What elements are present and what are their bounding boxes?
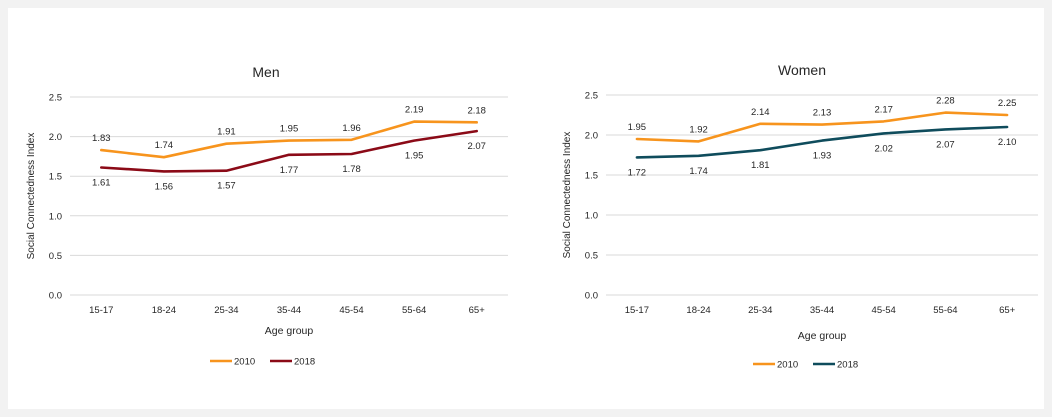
data-label: 2.25 [998, 98, 1017, 109]
series-line-2018 [635, 125, 1009, 159]
x-axis-label: Age group [798, 330, 847, 342]
data-label: 1.83 [92, 133, 111, 144]
x-tick-label: 45-54 [872, 305, 896, 316]
x-tick-label: 18-24 [152, 305, 176, 316]
data-label: 2.19 [405, 105, 424, 116]
x-tick-label: 15-17 [625, 305, 649, 316]
x-tick-label: 45-54 [339, 305, 363, 316]
x-tick-label: 25-34 [214, 305, 238, 316]
data-label: 1.95 [280, 124, 299, 135]
y-tick-label: 1.5 [49, 172, 62, 183]
y-tick-label: 2.0 [49, 132, 62, 143]
data-label: 1.93 [813, 151, 832, 162]
data-label: 1.57 [217, 181, 236, 192]
data-label: 2.28 [936, 96, 955, 107]
data-label: 1.95 [405, 151, 424, 162]
y-tick-label: 0.5 [49, 251, 62, 262]
y-tick-label: 2.5 [49, 93, 62, 104]
x-tick-label: 55-64 [402, 305, 426, 316]
data-label: 1.91 [217, 127, 236, 138]
data-label: 2.10 [998, 137, 1017, 148]
x-tick-label: 15-17 [89, 305, 113, 316]
legend-label-2010: 2010 [777, 360, 798, 371]
series-line-2010 [635, 111, 1009, 143]
data-label: 1.77 [280, 165, 299, 176]
series-line-2018 [100, 129, 479, 173]
y-axis-label: Social Connectedness Index [26, 133, 37, 260]
data-label: 2.17 [874, 104, 893, 115]
data-label: 1.56 [155, 181, 174, 192]
charts-svg: Men 0.0 0.5 1.0 1.5 2.0 2.5 15-17 18-24 25-34 35-4… [26, 62, 1038, 371]
legend-label-2018: 2018 [294, 357, 315, 368]
y-tick-label: 1.5 [585, 171, 598, 182]
legend-label-2010: 2010 [234, 357, 255, 368]
chart-title: Men [252, 64, 279, 80]
y-tick-label: 2.5 [585, 91, 598, 102]
data-label: 2.07 [936, 139, 955, 150]
data-label: 2.14 [751, 107, 770, 118]
x-axis-label: Age group [265, 325, 314, 337]
y-axis-label: Social Connectedness Index [562, 132, 573, 259]
data-label: 2.02 [874, 143, 893, 154]
data-label: 1.74 [155, 140, 174, 151]
chart-title: Women [778, 62, 826, 78]
y-tick-label: 0.5 [585, 251, 598, 262]
x-tick-label: 35-44 [277, 305, 301, 316]
x-tick-label: 35-44 [810, 305, 834, 316]
data-label: 2.18 [467, 105, 486, 116]
data-label: 1.81 [751, 160, 770, 171]
x-tick-label: 25-34 [748, 305, 772, 316]
chart-canvas: Men 0.0 0.5 1.0 1.5 2.0 2.5 15-17 18-24 25-34 35-4… [8, 8, 1044, 409]
data-label: 1.72 [628, 167, 647, 178]
y-tick-label: 0.0 [585, 291, 598, 302]
data-label: 2.13 [813, 108, 832, 119]
legend-label-2018: 2018 [837, 360, 858, 371]
data-label: 1.61 [92, 177, 111, 188]
y-tick-label: 0.0 [49, 291, 62, 302]
x-tick-label: 65+ [999, 305, 1016, 316]
y-tick-label: 1.0 [585, 211, 598, 222]
y-tick-label: 2.0 [585, 131, 598, 142]
data-label: 1.92 [689, 124, 708, 135]
x-tick-label: 55-64 [933, 305, 957, 316]
x-tick-label: 65+ [469, 305, 486, 316]
y-tick-label: 1.0 [49, 211, 62, 222]
data-label: 1.96 [342, 123, 361, 134]
data-label: 2.07 [467, 141, 486, 152]
data-label: 1.95 [628, 122, 647, 133]
x-tick-label: 18-24 [686, 305, 710, 316]
data-label: 1.74 [689, 166, 708, 177]
data-label: 1.78 [342, 164, 361, 175]
series-line-2010 [100, 120, 479, 159]
